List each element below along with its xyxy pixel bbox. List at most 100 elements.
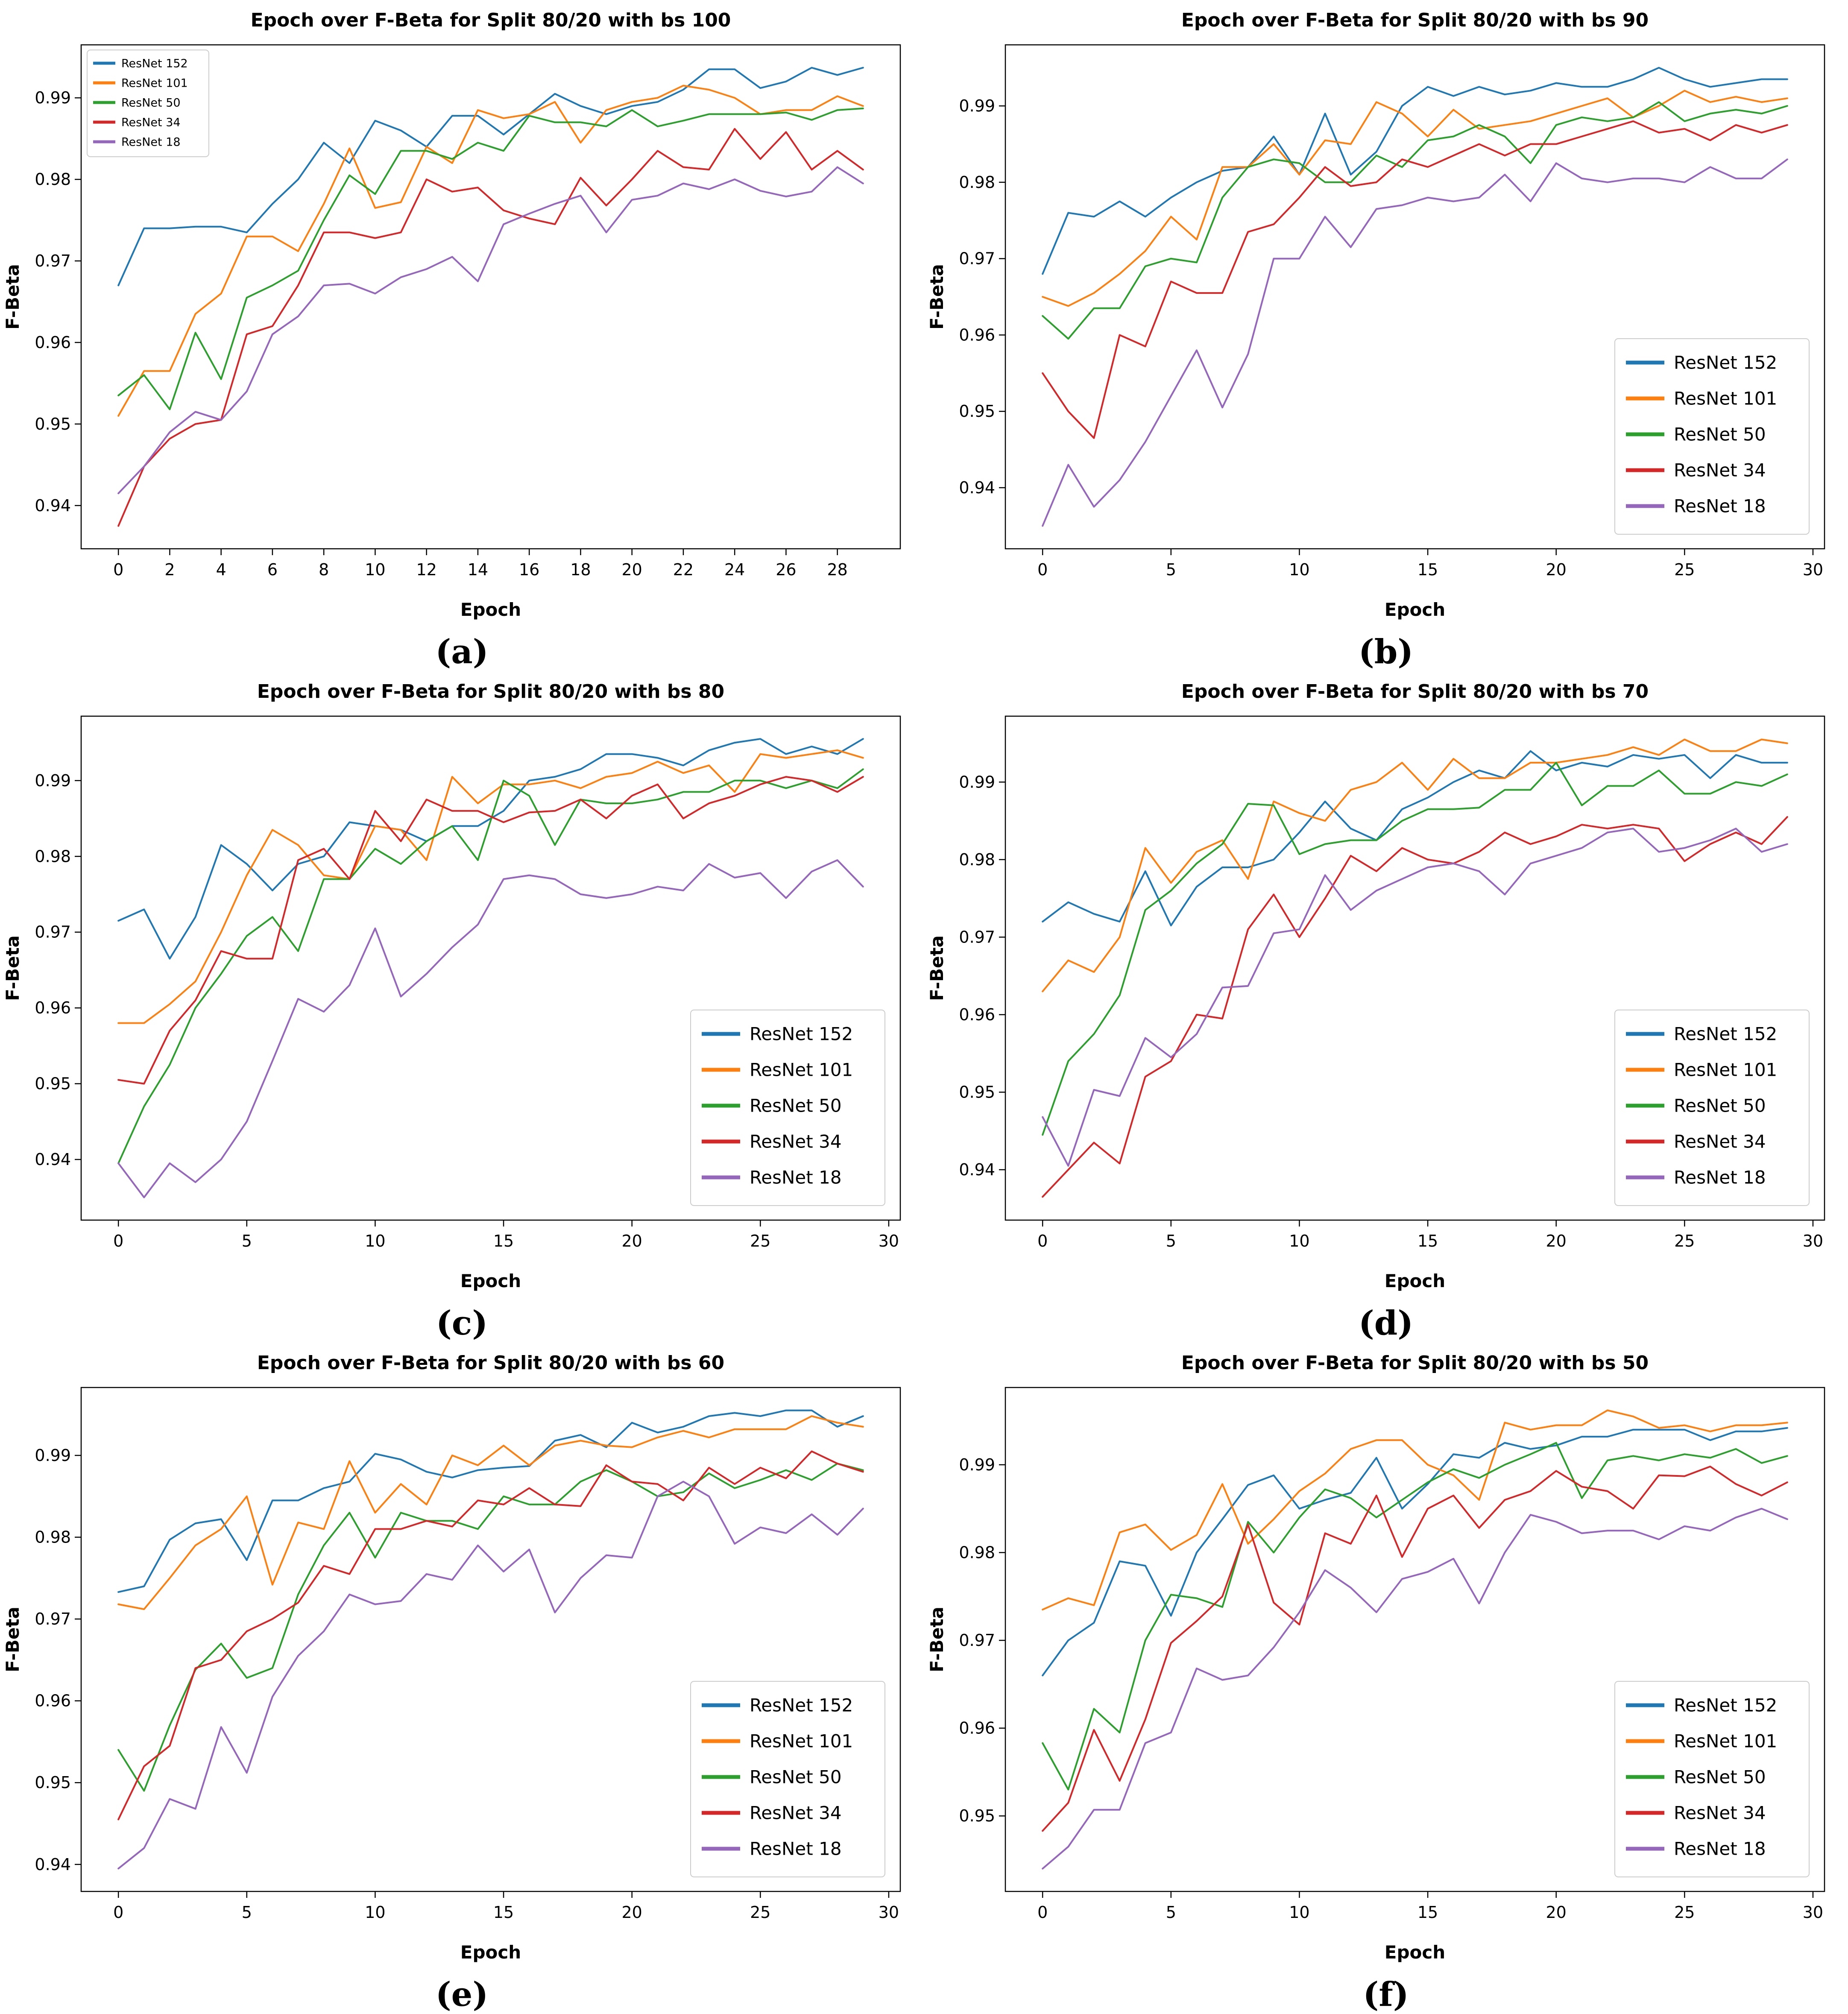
legend-box: [1614, 1681, 1810, 1877]
legend-label: ResNet 152: [750, 1695, 853, 1716]
x-tick-label: 20: [622, 1903, 642, 1922]
x-tick-label: 20: [622, 560, 642, 579]
subplot-c: Epoch over F-Beta for Split 80/20 with b…: [0, 671, 924, 1343]
y-tick-label: 0.97: [35, 923, 71, 942]
x-tick-label: 5: [242, 1232, 252, 1250]
x-axis-label: Epoch: [460, 599, 521, 620]
x-tick-label: 10: [1289, 1232, 1309, 1250]
x-tick-label: 30: [1802, 560, 1823, 579]
x-tick-label: 15: [1417, 1903, 1438, 1922]
y-tick-label: 0.95: [959, 1806, 995, 1825]
legend-box: [690, 1681, 885, 1877]
series-line-resnet-50: [117, 107, 864, 410]
legend: ResNet 152 ResNet 101 ResNet 50 ResNet 34 Re…: [690, 1010, 885, 1206]
x-tick-label: 30: [1802, 1232, 1823, 1250]
series-line-resnet-152: [1041, 1427, 1788, 1677]
x-tick-label: 0: [113, 560, 123, 579]
x-tick-label: 15: [493, 1903, 514, 1922]
x-tick-label: 2: [164, 560, 175, 579]
x-tick-label: 24: [724, 560, 745, 579]
x-tick-label: 5: [1166, 560, 1176, 579]
y-tick-label: 0.99: [35, 1446, 71, 1465]
y-tick-label: 0.96: [959, 1005, 995, 1024]
x-tick-label: 25: [1674, 1232, 1695, 1250]
line-chart-a: Epoch over F-Beta for Split 80/20 with b…: [2, 9, 901, 620]
subplot-caption: (a): [435, 632, 489, 671]
series-line-resnet-34: [1041, 120, 1788, 439]
series-line-resnet-34: [117, 776, 864, 1085]
x-tick-label: 0: [1037, 1232, 1048, 1250]
plot-area: 0 5 10 15 20 25 30 0.94 0.95 0.96 0.97 0.98 0.99 ResN…: [35, 715, 901, 1250]
x-tick-label: 25: [750, 1232, 770, 1250]
legend-label: ResNet 50: [750, 1095, 842, 1116]
legend-label: ResNet 50: [1674, 1767, 1766, 1788]
x-tick-label: 20: [1546, 560, 1566, 579]
subplot-caption: (e): [435, 1975, 489, 2014]
y-tick-label: 0.98: [35, 1528, 71, 1547]
x-tick-label: 28: [827, 560, 848, 579]
x-tick-label: 20: [1546, 1232, 1566, 1250]
legend-label: ResNet 34: [750, 1803, 842, 1824]
y-axis-label: F-Beta: [2, 935, 23, 1001]
y-tick-label: 0.96: [959, 1719, 995, 1738]
y-tick-label: 0.95: [959, 402, 995, 421]
plot-area: 0 2 4 6 8 10 12 14 16 18 20 22 24 26 280.940.950.960.9…: [35, 44, 901, 579]
plot-area: 0 5 10 15 20 25 30 0.95 0.96 0.97 0.98 0.99 ResNet 1…: [959, 1387, 1825, 1922]
x-tick-label: 12: [416, 560, 437, 579]
series-line-resnet-152: [117, 1409, 864, 1593]
subplot-caption: (d): [1358, 1303, 1414, 1343]
y-axis-label: F-Beta: [926, 264, 947, 330]
subplot-f: Epoch over F-Beta for Split 80/20 with b…: [924, 1343, 1848, 2014]
legend-label: ResNet 152: [1674, 1024, 1777, 1045]
legend-label: ResNet 101: [750, 1060, 853, 1080]
series-line-resnet-50: [117, 768, 864, 1164]
series-line-resnet-101: [117, 1415, 864, 1610]
line-chart-d: Epoch over F-Beta for Split 80/20 with b…: [926, 681, 1825, 1291]
x-tick-label: 10: [365, 560, 385, 579]
line-chart-c: Epoch over F-Beta for Split 80/20 with b…: [2, 681, 901, 1291]
chart-title: Epoch over F-Beta for Split 80/20 with b…: [257, 1352, 724, 1374]
axes-frame: [1005, 1387, 1825, 1892]
legend: ResNet 152 ResNet 101 ResNet 50 ResNet 34 Re…: [1614, 1010, 1810, 1206]
plot-area: 0 5 10 15 20 25 30 0.94 0.95 0.96 0.97 0.98 0.99 ResN…: [959, 44, 1825, 579]
y-tick-label: 0.95: [959, 1083, 995, 1101]
legend-label: ResNet 101: [1674, 1731, 1777, 1752]
x-tick-label: 10: [1289, 1903, 1309, 1922]
legend-label: ResNet 18: [1674, 496, 1766, 517]
x-tick-label: 25: [1674, 1903, 1695, 1922]
x-tick-label: 5: [1166, 1903, 1176, 1922]
chart-title: Epoch over F-Beta for Split 80/20 with b…: [1181, 9, 1648, 31]
series-line-resnet-50: [1041, 1442, 1788, 1791]
legend: ResNet 152 ResNet 101 ResNet 50 ResNet 34 Re…: [87, 50, 209, 157]
legend-label: ResNet 101: [1674, 1060, 1777, 1080]
y-tick-label: 0.97: [959, 249, 995, 268]
x-axis-label: Epoch: [1384, 599, 1445, 620]
plot-area: 0 5 10 15 20 25 30 0.94 0.95 0.96 0.97 0.98 0.99 ResN…: [959, 715, 1825, 1250]
series-line-resnet-34: [117, 1450, 864, 1821]
y-axis-label: F-Beta: [2, 1607, 23, 1672]
series-line-resnet-152: [117, 738, 864, 960]
y-tick-label: 0.94: [35, 496, 71, 515]
x-tick-label: 25: [750, 1903, 770, 1922]
legend: ResNet 152 ResNet 101 ResNet 50 ResNet 34 Re…: [1614, 338, 1810, 535]
legend-box: [690, 1010, 885, 1206]
subplot-d: Epoch over F-Beta for Split 80/20 with b…: [924, 671, 1848, 1343]
x-tick-label: 0: [113, 1232, 123, 1250]
y-tick-label: 0.97: [35, 1610, 71, 1628]
series-line-resnet-18: [1041, 158, 1788, 527]
x-tick-label: 15: [1417, 560, 1438, 579]
x-axis-label: Epoch: [1384, 1942, 1445, 1963]
x-tick-label: 25: [1674, 560, 1695, 579]
axes-frame: [80, 1387, 901, 1892]
x-tick-label: 26: [776, 560, 796, 579]
legend-box: [1614, 338, 1810, 535]
legend-label: ResNet 101: [121, 76, 188, 90]
x-tick-label: 0: [113, 1903, 123, 1922]
line-chart-e: Epoch over F-Beta for Split 80/20 with b…: [2, 1352, 901, 1963]
x-tick-label: 10: [1289, 560, 1309, 579]
y-tick-label: 0.98: [959, 850, 995, 869]
series-line-resnet-18: [1041, 828, 1788, 1167]
series-line-resnet-101: [117, 85, 864, 417]
legend-label: ResNet 50: [750, 1767, 842, 1788]
